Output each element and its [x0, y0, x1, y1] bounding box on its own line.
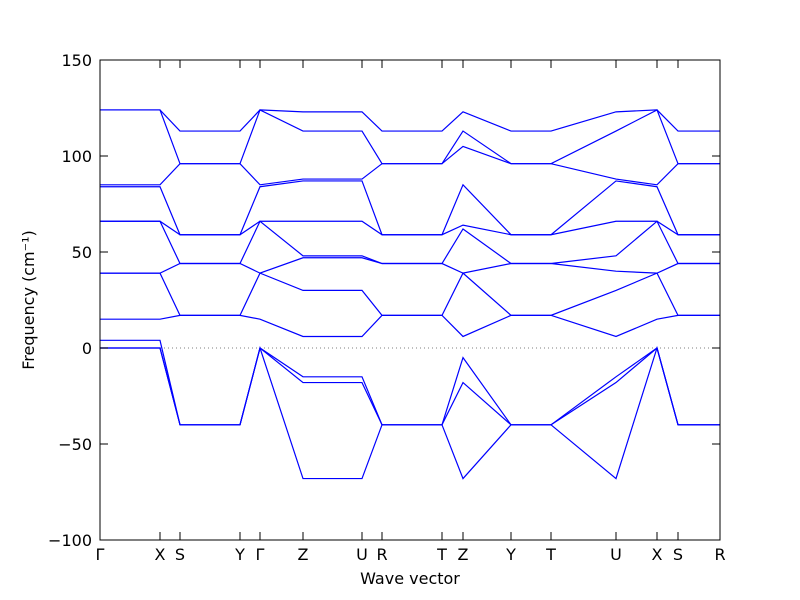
y-tick-label: −50: [58, 435, 92, 454]
x-tick-label: T: [436, 545, 447, 564]
y-axis-label: Frequency (cm⁻¹): [19, 230, 38, 369]
x-tick-label: Z: [458, 545, 469, 564]
y-tick-label: −100: [48, 531, 92, 550]
x-tick-label: U: [356, 545, 368, 564]
x-axis-label: Wave vector: [360, 569, 460, 588]
y-tick-label: 100: [61, 147, 92, 166]
band-line: [100, 145, 720, 186]
band-line: [100, 257, 720, 274]
x-tick-label: S: [175, 545, 185, 564]
y-tick-label: 50: [72, 243, 92, 262]
band-line: [100, 109, 720, 132]
x-tick-label: Z: [298, 545, 309, 564]
x-tick-label: Y: [505, 545, 516, 564]
y-tick-label: 150: [61, 51, 92, 70]
x-tick-label: S: [673, 545, 683, 564]
x-tick-label: R: [376, 545, 387, 564]
x-tick-label: X: [652, 545, 663, 564]
x-tick-label: T: [545, 545, 556, 564]
x-tick-label: X: [155, 545, 166, 564]
plot-frame: [99, 59, 721, 541]
y-tick-label: 0: [82, 339, 92, 358]
x-tick-label: U: [610, 545, 622, 564]
band-line: [100, 345, 720, 480]
band-line: [100, 314, 720, 338]
x-tick-label: Γ: [96, 545, 105, 564]
band-line: [100, 220, 720, 236]
x-tick-label: Γ: [256, 545, 265, 564]
x-tick-label: R: [714, 545, 725, 564]
x-tick-label: Y: [234, 545, 245, 564]
